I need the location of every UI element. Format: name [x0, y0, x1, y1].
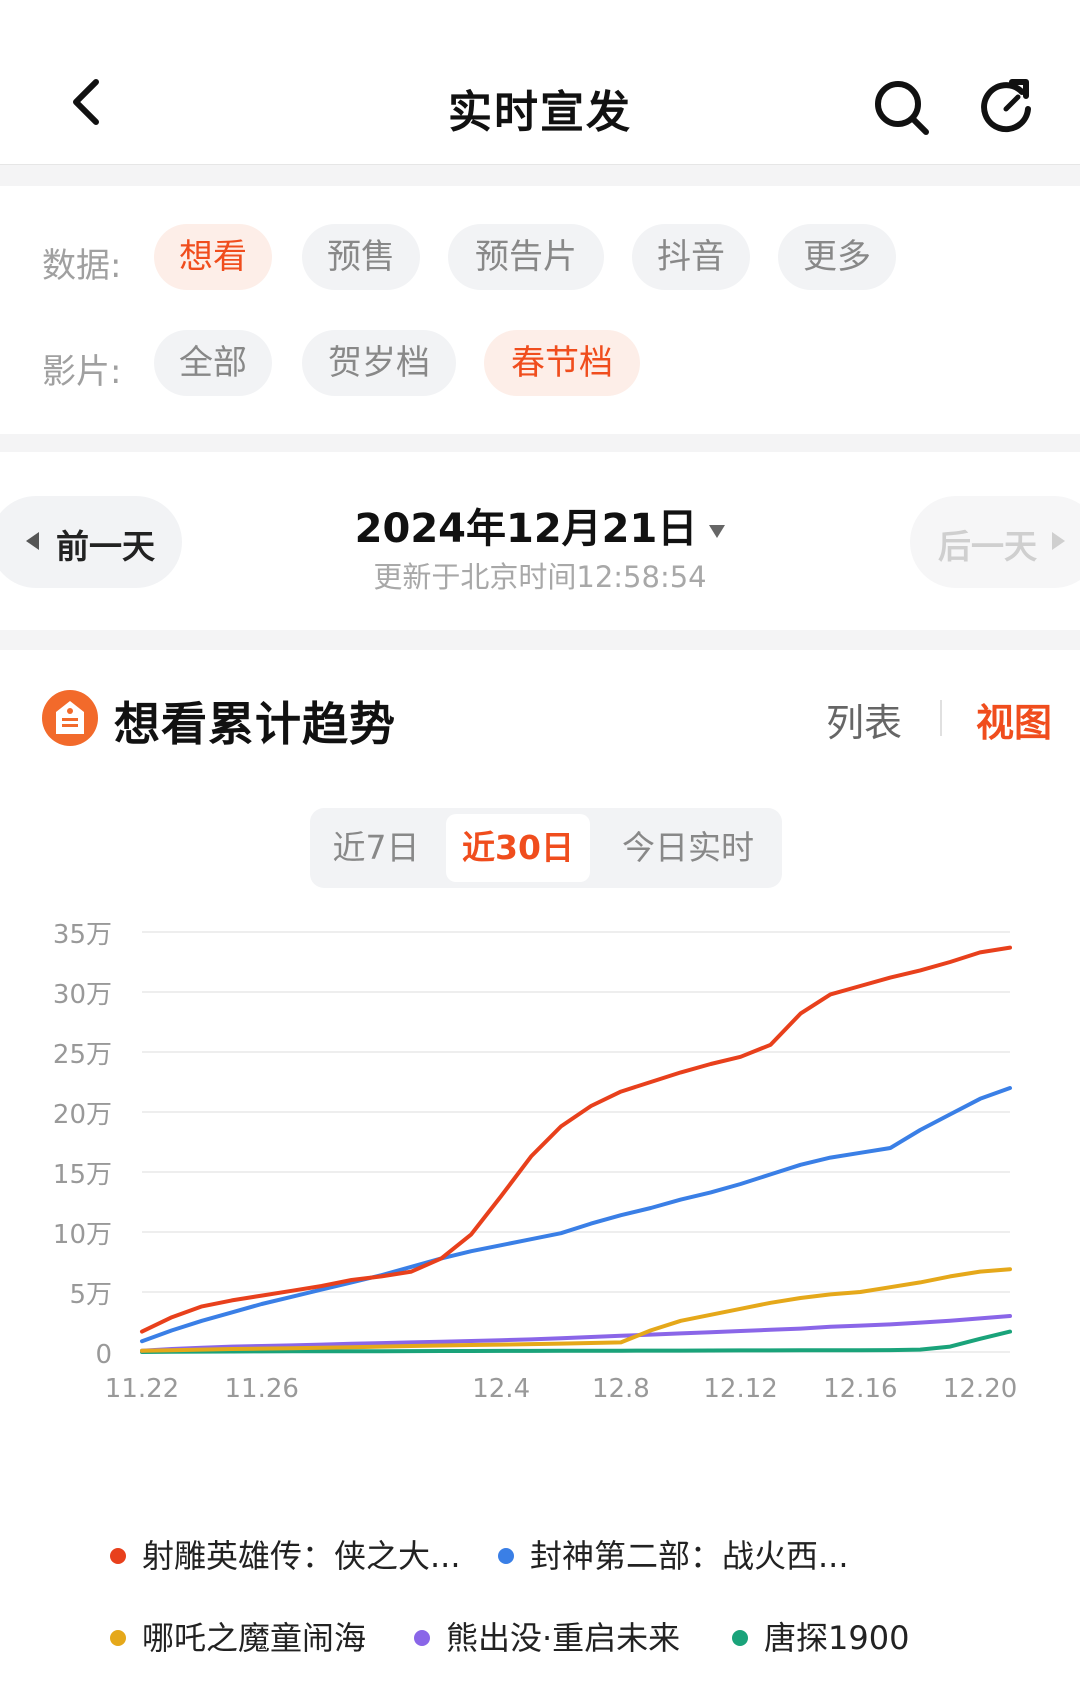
refresh-button[interactable]: [976, 76, 1036, 138]
caret-down-icon: [709, 524, 726, 538]
date-navigator: 前一天 2024年12月21日 更新于北京时间12:58:54 后一天: [0, 452, 1080, 630]
y-tick-label: 10万: [53, 1220, 112, 1250]
film-filter-row: 影片: 全部 贺岁档 春节档: [0, 330, 1080, 396]
view-divider: [940, 700, 942, 736]
y-tick-label: 35万: [53, 920, 112, 950]
trend-line-chart: 0 5万 10万 15万 20万 25万 30万 35万 11.22 11.26 12.4 12.8 1…: [53, 920, 1017, 1400]
card-title: 想看累计趋势: [114, 697, 396, 751]
ticket-icon: [42, 690, 98, 746]
prev-day-label: 前一天: [56, 527, 155, 566]
legend-label: 射雕英雄传：侠之大...: [142, 1537, 461, 1575]
next-day-button[interactable]: 后一天: [910, 496, 1080, 588]
y-tick-label: 20万: [53, 1100, 112, 1130]
update-time: 更新于北京时间12:58:54: [373, 560, 707, 594]
chart-view-tab[interactable]: 视图: [976, 701, 1053, 745]
trend-card: 想看累计趋势 列表 视图 近7日 近30日 今日实时 0 5万 10万 15万 20万 2…: [0, 650, 1080, 1689]
legend-dot: [110, 1630, 126, 1646]
range-30-days[interactable]: 近30日: [446, 814, 590, 882]
legend-dot: [414, 1630, 430, 1646]
next-day-label: 后一天: [938, 527, 1037, 566]
chevron-left-icon: [73, 79, 99, 125]
legend-label: 哪吒之魔童闹海: [142, 1619, 367, 1657]
y-tick-label: 30万: [53, 980, 112, 1010]
chip-presale[interactable]: 预售: [302, 224, 420, 290]
chip-new-year[interactable]: 贺岁档: [302, 330, 456, 396]
chip-more[interactable]: 更多: [778, 224, 896, 290]
series-line: [140, 1329, 1012, 1354]
chip-douyin[interactable]: 抖音: [632, 224, 750, 290]
range-selector: 近7日 近30日 今日实时: [310, 808, 782, 888]
series-line: [140, 1086, 1012, 1344]
chip-all[interactable]: 全部: [154, 330, 272, 396]
back-button[interactable]: [62, 72, 112, 132]
x-tick-label: 12.20: [943, 1374, 1017, 1400]
date-picker[interactable]: 2024年12月21日: [0, 496, 1080, 554]
range-7-days[interactable]: 近7日: [332, 828, 420, 867]
range-today-realtime[interactable]: 今日实时: [622, 828, 754, 867]
chip-spring-festival[interactable]: 春节档: [484, 330, 640, 396]
legend-label: 熊出没·重启未来: [446, 1619, 681, 1657]
series-line: [140, 945, 1012, 1334]
filter-panel: 数据: 想看 预售 预告片 抖音 更多 影片: 全部 贺岁档 春节档: [0, 186, 1080, 434]
page-title: 实时宣发: [448, 87, 632, 138]
x-tick-label: 11.26: [225, 1374, 299, 1400]
y-tick-label: 5万: [69, 1280, 112, 1310]
refresh-icon: [981, 79, 1031, 133]
current-date: 2024年12月21日: [354, 506, 698, 552]
x-tick-label: 12.4: [472, 1374, 530, 1400]
legend-dot: [732, 1630, 748, 1646]
legend-dot: [498, 1548, 514, 1564]
chip-want-to-see[interactable]: 想看: [154, 224, 272, 290]
y-tick-label: 25万: [53, 1040, 112, 1070]
y-tick-label: 0: [95, 1340, 112, 1370]
film-filter-label: 影片:: [42, 352, 122, 392]
caret-left-icon: [26, 532, 39, 550]
x-tick-label: 11.22: [105, 1374, 179, 1400]
legend-label: 唐探1900: [764, 1619, 910, 1657]
series-line: [140, 1267, 1012, 1353]
legend-dot: [110, 1548, 126, 1564]
series-line: [140, 1314, 1012, 1353]
x-tick-label: 12.12: [703, 1374, 777, 1400]
y-tick-label: 15万: [53, 1160, 112, 1190]
data-filter-row: 数据: 想看 预售 预告片 抖音 更多: [0, 224, 1080, 290]
legend-label: 封神第二部：战火西...: [530, 1537, 849, 1575]
x-tick-label: 12.16: [823, 1374, 897, 1400]
chip-trailer[interactable]: 预告片: [448, 224, 604, 290]
caret-right-icon: [1052, 532, 1065, 550]
list-view-tab[interactable]: 列表: [826, 701, 903, 745]
search-icon: [875, 81, 929, 135]
data-filter-label: 数据:: [42, 246, 122, 286]
x-tick-label: 12.8: [592, 1374, 650, 1400]
search-button[interactable]: [872, 78, 932, 138]
prev-day-button[interactable]: 前一天: [0, 496, 182, 588]
top-nav-bar: 实时宣发: [0, 0, 1080, 165]
